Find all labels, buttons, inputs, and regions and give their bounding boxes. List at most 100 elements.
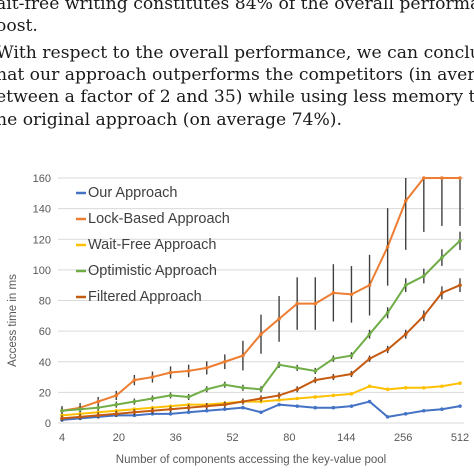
data-point — [349, 353, 354, 358]
data-point — [367, 399, 372, 404]
data-point — [349, 292, 354, 297]
paper-line: hat our approach outperforms the competi… — [0, 65, 474, 85]
y-tick-label: 60 — [39, 326, 51, 338]
y-tick-label: 40 — [39, 357, 51, 369]
data-point — [458, 404, 462, 408]
y-tick-label: 20 — [39, 387, 51, 399]
legend-label: Optimistic Approach — [88, 263, 217, 279]
data-point — [331, 356, 336, 361]
data-point — [277, 363, 281, 367]
data-point — [458, 283, 462, 287]
data-point — [295, 387, 299, 392]
data-point — [114, 402, 119, 407]
data-point — [132, 378, 137, 382]
legend-label: Our Approach — [88, 185, 177, 201]
data-point — [96, 399, 100, 404]
data-point — [440, 384, 444, 389]
y-tick-label: 160 — [33, 173, 51, 185]
data-point — [132, 399, 137, 404]
paper-text: ait-free writing constitutes 84% of the … — [0, 0, 474, 162]
data-point — [277, 317, 281, 321]
data-point — [367, 356, 372, 361]
data-point — [385, 310, 390, 315]
paper-line: he original approach (on average 74%). — [0, 110, 342, 130]
data-point — [295, 404, 299, 408]
data-point — [349, 392, 354, 396]
data-point — [422, 274, 426, 278]
y-tick-label: 120 — [33, 234, 51, 246]
x-tick-label: 256 — [394, 432, 412, 444]
data-point — [403, 283, 408, 287]
data-point — [367, 332, 372, 336]
data-point — [132, 410, 137, 415]
data-point — [186, 369, 191, 373]
data-point — [331, 291, 336, 295]
data-point — [259, 332, 263, 336]
data-point — [458, 381, 462, 385]
data-point — [458, 176, 462, 180]
data-point — [385, 387, 390, 392]
data-point — [241, 385, 245, 390]
data-point — [440, 176, 444, 180]
y-tick-label: 140 — [33, 204, 51, 216]
data-point — [150, 408, 155, 413]
data-point — [403, 412, 408, 416]
data-point — [440, 291, 444, 295]
data-point — [78, 407, 82, 412]
legend-label: Lock-Based Approach — [88, 211, 230, 227]
access-time-chart: 0 20 40 60 80 100 120 140 160 4 20 36 52 80 144 256 512 A… — [7, 173, 469, 466]
data-point — [204, 408, 209, 413]
data-point — [186, 405, 191, 410]
data-point — [96, 413, 100, 418]
data-point — [186, 410, 191, 415]
data-point — [295, 396, 299, 401]
data-point — [422, 385, 426, 390]
data-point — [150, 375, 155, 379]
data-point — [96, 405, 100, 410]
data-point — [186, 395, 191, 399]
data-point — [259, 396, 263, 401]
data-point — [259, 387, 263, 392]
y-tick-label: 0 — [45, 418, 51, 430]
data-point — [60, 408, 64, 413]
data-point — [295, 301, 299, 306]
plot-area — [60, 176, 462, 422]
paper-line: etween a factor of 2 and 35) while using… — [0, 87, 474, 107]
x-tick-label: 80 — [283, 432, 295, 444]
paper-line: oost. — [0, 16, 38, 36]
data-point — [331, 375, 336, 379]
data-point — [403, 385, 408, 390]
data-point — [114, 393, 119, 398]
data-point — [277, 393, 281, 398]
data-point — [204, 366, 209, 370]
data-point — [458, 238, 462, 243]
data-point — [440, 255, 444, 260]
data-point — [114, 412, 119, 416]
data-point — [403, 332, 408, 336]
data-point — [241, 399, 245, 404]
data-point — [223, 382, 227, 387]
data-point — [313, 378, 318, 382]
data-point — [422, 408, 426, 413]
x-tick-label: 4 — [59, 432, 65, 444]
paper-line: With respect to the overall performance,… — [0, 43, 474, 63]
data-point — [168, 370, 173, 375]
data-point — [440, 407, 444, 412]
data-point — [168, 393, 173, 398]
data-point — [150, 396, 155, 401]
data-point — [60, 416, 64, 421]
paper-line: ait-free writing constitutes 84% of the … — [0, 0, 474, 14]
data-point — [241, 405, 245, 410]
data-point — [313, 405, 318, 410]
data-point — [223, 407, 227, 412]
y-axis-label: Access time in ms — [7, 274, 19, 367]
x-axis-label: Number of components accessing the key-v… — [116, 454, 386, 466]
data-point — [277, 398, 281, 402]
data-point — [277, 402, 281, 407]
data-point — [349, 404, 354, 408]
data-point — [223, 402, 227, 407]
data-point — [168, 407, 173, 412]
data-point — [259, 410, 263, 415]
data-point — [422, 314, 426, 318]
data-point — [313, 301, 318, 306]
